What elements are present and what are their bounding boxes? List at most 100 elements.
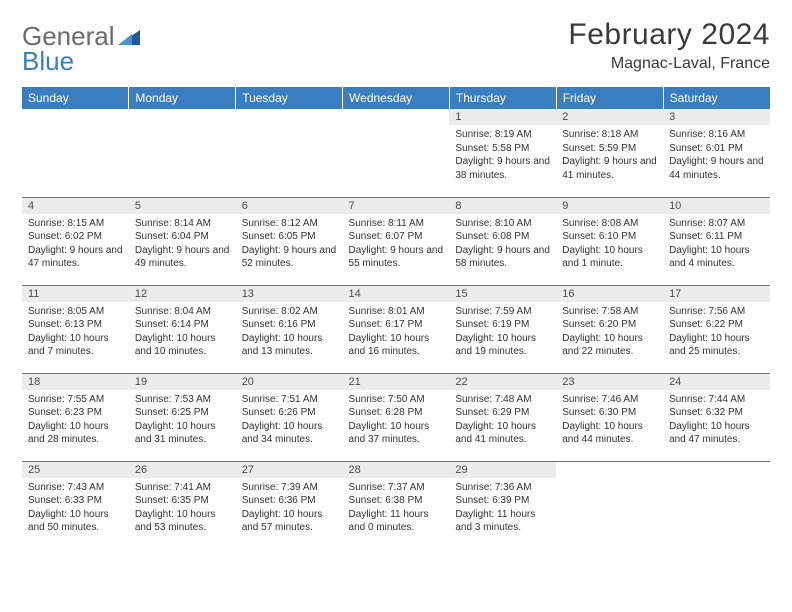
daylight-line: Daylight: 10 hours and 28 minutes. <box>28 420 123 447</box>
sunrise-line: Sunrise: 7:43 AM <box>28 481 123 495</box>
sunrise-line: Sunrise: 7:48 AM <box>455 393 550 407</box>
calendar-cell: 7Sunrise: 8:11 AMSunset: 6:07 PMDaylight… <box>343 197 450 285</box>
day-number: 21 <box>343 374 450 390</box>
calendar-cell: 15Sunrise: 7:59 AMSunset: 6:19 PMDayligh… <box>449 285 556 373</box>
calendar-cell: 10Sunrise: 8:07 AMSunset: 6:11 PMDayligh… <box>663 197 770 285</box>
daylight-line: Daylight: 10 hours and 4 minutes. <box>669 244 764 271</box>
day-header: Sunday <box>22 87 129 109</box>
day-details: Sunrise: 7:50 AMSunset: 6:28 PMDaylight:… <box>343 390 450 450</box>
sunset-line: Sunset: 6:04 PM <box>135 230 230 244</box>
daylight-line: Daylight: 9 hours and 58 minutes. <box>455 244 550 271</box>
sunset-line: Sunset: 6:19 PM <box>455 318 550 332</box>
sunrise-line: Sunrise: 7:51 AM <box>242 393 337 407</box>
day-details: Sunrise: 8:18 AMSunset: 5:59 PMDaylight:… <box>556 125 663 185</box>
logo-triangle-icon <box>118 28 140 46</box>
sunrise-line: Sunrise: 8:15 AM <box>28 217 123 231</box>
day-number: 23 <box>556 374 663 390</box>
day-number: 12 <box>129 286 236 302</box>
day-details: Sunrise: 8:10 AMSunset: 6:08 PMDaylight:… <box>449 214 556 274</box>
day-details: Sunrise: 7:43 AMSunset: 6:33 PMDaylight:… <box>22 478 129 538</box>
day-details: Sunrise: 8:16 AMSunset: 6:01 PMDaylight:… <box>663 125 770 185</box>
sunrise-line: Sunrise: 8:14 AM <box>135 217 230 231</box>
day-details: Sunrise: 7:53 AMSunset: 6:25 PMDaylight:… <box>129 390 236 450</box>
calendar-week-row: 4Sunrise: 8:15 AMSunset: 6:02 PMDaylight… <box>22 197 770 285</box>
day-number: 3 <box>663 109 770 125</box>
daylight-line: Daylight: 10 hours and 10 minutes. <box>135 332 230 359</box>
day-details: Sunrise: 8:12 AMSunset: 6:05 PMDaylight:… <box>236 214 343 274</box>
sunrise-line: Sunrise: 8:19 AM <box>455 128 550 142</box>
calendar-cell <box>236 109 343 197</box>
day-number: 28 <box>343 462 450 478</box>
calendar-cell: 6Sunrise: 8:12 AMSunset: 6:05 PMDaylight… <box>236 197 343 285</box>
sunrise-line: Sunrise: 8:02 AM <box>242 305 337 319</box>
location: Magnac-Laval, France <box>568 55 770 73</box>
day-details: Sunrise: 7:55 AMSunset: 6:23 PMDaylight:… <box>22 390 129 450</box>
sunrise-line: Sunrise: 7:36 AM <box>455 481 550 495</box>
sunset-line: Sunset: 6:13 PM <box>28 318 123 332</box>
daylight-line: Daylight: 10 hours and 37 minutes. <box>349 420 444 447</box>
page-header: GeneralBlue February 2024 Magnac-Laval, … <box>22 18 770 73</box>
day-number: 24 <box>663 374 770 390</box>
day-details: Sunrise: 8:02 AMSunset: 6:16 PMDaylight:… <box>236 302 343 362</box>
sunset-line: Sunset: 6:16 PM <box>242 318 337 332</box>
day-number: 27 <box>236 462 343 478</box>
calendar-cell: 11Sunrise: 8:05 AMSunset: 6:13 PMDayligh… <box>22 285 129 373</box>
day-header: Monday <box>129 87 236 109</box>
day-details: Sunrise: 8:05 AMSunset: 6:13 PMDaylight:… <box>22 302 129 362</box>
sunset-line: Sunset: 6:22 PM <box>669 318 764 332</box>
sunset-line: Sunset: 6:14 PM <box>135 318 230 332</box>
sunset-line: Sunset: 6:10 PM <box>562 230 657 244</box>
daylight-line: Daylight: 10 hours and 53 minutes. <box>135 508 230 535</box>
daylight-line: Daylight: 10 hours and 19 minutes. <box>455 332 550 359</box>
logo-text-1: General <box>22 24 115 49</box>
sunset-line: Sunset: 6:07 PM <box>349 230 444 244</box>
day-number: 17 <box>663 286 770 302</box>
day-number: 18 <box>22 374 129 390</box>
calendar-cell <box>129 109 236 197</box>
sunset-line: Sunset: 5:58 PM <box>455 142 550 156</box>
daylight-line: Daylight: 9 hours and 41 minutes. <box>562 155 657 182</box>
sunset-line: Sunset: 6:01 PM <box>669 142 764 156</box>
calendar-cell: 9Sunrise: 8:08 AMSunset: 6:10 PMDaylight… <box>556 197 663 285</box>
logo-text-2: Blue <box>22 49 140 74</box>
day-details: Sunrise: 8:08 AMSunset: 6:10 PMDaylight:… <box>556 214 663 274</box>
daylight-line: Daylight: 10 hours and 1 minute. <box>562 244 657 271</box>
sunrise-line: Sunrise: 8:05 AM <box>28 305 123 319</box>
sunset-line: Sunset: 6:11 PM <box>669 230 764 244</box>
day-details: Sunrise: 7:39 AMSunset: 6:36 PMDaylight:… <box>236 478 343 538</box>
calendar-week-row: 11Sunrise: 8:05 AMSunset: 6:13 PMDayligh… <box>22 285 770 373</box>
calendar-cell: 2Sunrise: 8:18 AMSunset: 5:59 PMDaylight… <box>556 109 663 197</box>
sunset-line: Sunset: 6:17 PM <box>349 318 444 332</box>
sunrise-line: Sunrise: 8:04 AM <box>135 305 230 319</box>
calendar-cell <box>22 109 129 197</box>
calendar-cell: 8Sunrise: 8:10 AMSunset: 6:08 PMDaylight… <box>449 197 556 285</box>
sunset-line: Sunset: 6:30 PM <box>562 406 657 420</box>
daylight-line: Daylight: 9 hours and 44 minutes. <box>669 155 764 182</box>
sunset-line: Sunset: 6:25 PM <box>135 406 230 420</box>
sunset-line: Sunset: 6:33 PM <box>28 494 123 508</box>
day-number: 2 <box>556 109 663 125</box>
day-number: 8 <box>449 198 556 214</box>
day-number: 1 <box>449 109 556 125</box>
day-details: Sunrise: 7:48 AMSunset: 6:29 PMDaylight:… <box>449 390 556 450</box>
daylight-line: Daylight: 9 hours and 38 minutes. <box>455 155 550 182</box>
day-number: 6 <box>236 198 343 214</box>
day-header-row: Sunday Monday Tuesday Wednesday Thursday… <box>22 87 770 109</box>
calendar-cell: 19Sunrise: 7:53 AMSunset: 6:25 PMDayligh… <box>129 373 236 461</box>
month-title: February 2024 <box>568 18 770 52</box>
calendar-cell: 16Sunrise: 7:58 AMSunset: 6:20 PMDayligh… <box>556 285 663 373</box>
day-header: Tuesday <box>236 87 343 109</box>
day-details: Sunrise: 7:36 AMSunset: 6:39 PMDaylight:… <box>449 478 556 538</box>
sunrise-line: Sunrise: 8:08 AM <box>562 217 657 231</box>
sunrise-line: Sunrise: 8:12 AM <box>242 217 337 231</box>
day-details: Sunrise: 8:11 AMSunset: 6:07 PMDaylight:… <box>343 214 450 274</box>
sunset-line: Sunset: 6:38 PM <box>349 494 444 508</box>
day-number: 15 <box>449 286 556 302</box>
calendar-cell: 5Sunrise: 8:14 AMSunset: 6:04 PMDaylight… <box>129 197 236 285</box>
daylight-line: Daylight: 10 hours and 47 minutes. <box>669 420 764 447</box>
logo: GeneralBlue <box>22 18 140 73</box>
day-number: 14 <box>343 286 450 302</box>
sunrise-line: Sunrise: 7:41 AM <box>135 481 230 495</box>
day-details: Sunrise: 8:15 AMSunset: 6:02 PMDaylight:… <box>22 214 129 274</box>
day-details: Sunrise: 8:04 AMSunset: 6:14 PMDaylight:… <box>129 302 236 362</box>
